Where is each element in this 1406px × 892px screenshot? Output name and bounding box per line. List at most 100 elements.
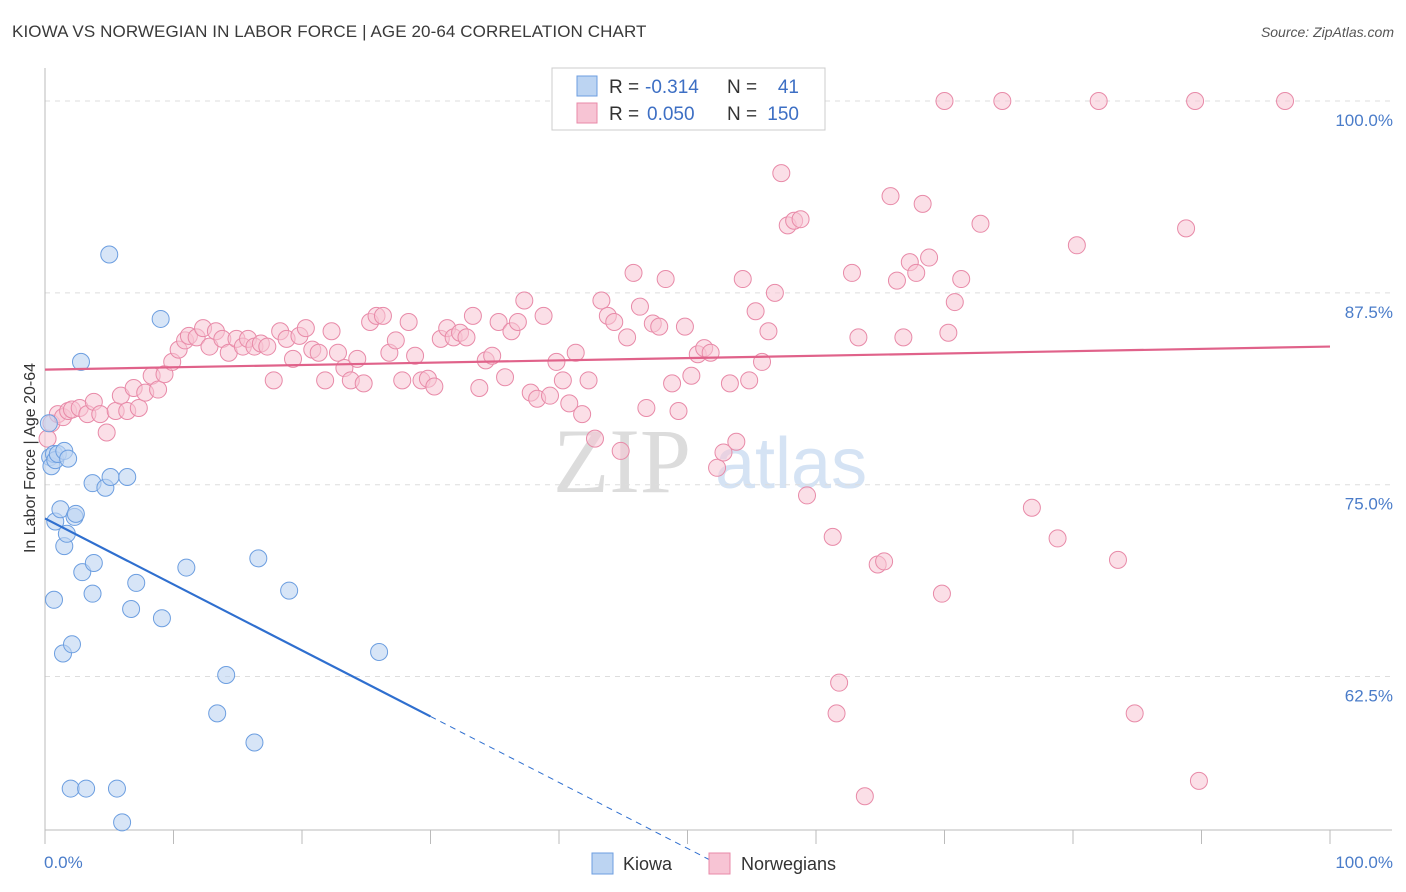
norwegians-point: [547, 352, 566, 371]
norwegians-point: [496, 368, 515, 387]
norwegians-point: [264, 371, 283, 390]
norwegians-point: [1186, 92, 1205, 111]
norwegians-point: [386, 331, 405, 350]
norwegians-point: [827, 704, 846, 723]
norwegians-point: [791, 210, 810, 229]
norwegians-point: [1048, 529, 1067, 548]
kiowa-point: [84, 553, 103, 572]
y-axis-title: In Labor Force | Age 20-64: [22, 363, 39, 553]
norwegians-point: [611, 441, 630, 460]
norwegians-point: [97, 423, 116, 442]
norwegians-point: [656, 270, 675, 289]
legend-norwegians-r-label: R =: [609, 104, 639, 125]
norwegians-point: [907, 263, 926, 282]
kiowa-trend-extension: [430, 715, 720, 866]
norwegians-point: [939, 323, 958, 342]
x-tick-label-right: 100.0%: [1335, 853, 1393, 872]
y-tick-label: 62.5%: [1345, 687, 1393, 706]
norwegians-point: [842, 263, 861, 282]
norwegians-point: [296, 319, 315, 338]
norwegians-point: [875, 552, 894, 571]
kiowa-point: [118, 468, 137, 487]
norwegians-point: [881, 187, 900, 206]
norwegians-point: [1089, 92, 1108, 111]
norwegians-point: [618, 328, 637, 347]
kiowa-point: [280, 581, 299, 600]
norwegians-point: [508, 313, 527, 332]
bottom-legend-norwegians: Norwegians: [741, 854, 836, 874]
norwegians-point: [399, 313, 418, 332]
bottom-legend-kiowa: Kiowa: [623, 854, 673, 874]
norwegians-point: [483, 346, 502, 365]
norwegians-point: [849, 328, 868, 347]
norwegians-point: [1177, 219, 1196, 238]
legend-kiowa-r-value: -0.314: [645, 77, 699, 98]
norwegians-point: [560, 394, 579, 413]
y-tick-label: 100.0%: [1335, 111, 1393, 130]
norwegians-point: [258, 337, 277, 356]
y-tick-label: 75.0%: [1345, 495, 1393, 514]
kiowa-point: [151, 309, 170, 328]
norwegians-point: [579, 371, 598, 390]
norwegians-point: [373, 306, 392, 325]
norwegians-point: [1108, 550, 1127, 569]
norwegians-point: [393, 371, 412, 390]
norwegians-point: [38, 429, 57, 448]
norwegians-point: [592, 291, 611, 310]
correlation-legend: R = -0.314 N = 41 R = 0.050 N = 150: [551, 67, 826, 131]
gridlines: [45, 100, 1392, 678]
norwegians-point: [457, 328, 476, 347]
kiowa-trend-line: [44, 517, 432, 718]
norwegians-point: [772, 164, 791, 183]
norwegians-point: [675, 317, 694, 336]
legend-kiowa-n-value: 41: [778, 77, 799, 98]
kiowa-point: [83, 584, 102, 603]
chart-title: KIOWA VS NORWEGIAN IN LABOR FORCE | AGE …: [12, 22, 647, 41]
kiowa-point: [100, 245, 119, 264]
kiowa-point: [127, 573, 146, 592]
kiowa-point: [177, 558, 196, 577]
legend-norwegians-r-value: 0.050: [647, 104, 695, 125]
norwegians-point: [553, 371, 572, 390]
norwegians-point: [515, 291, 534, 310]
norwegians-point: [425, 377, 444, 396]
norwegians-point: [733, 270, 752, 289]
norwegians-trend-line: [44, 345, 1331, 371]
series-legend: Kiowa Norwegians: [591, 852, 836, 875]
norwegians-point: [566, 343, 585, 362]
kiowa-points: [39, 245, 389, 832]
kiowa-point: [77, 779, 96, 798]
kiowa-point: [39, 414, 58, 433]
legend-kiowa-r-label: R =: [609, 77, 639, 98]
norwegians-point: [91, 405, 110, 424]
norwegians-point: [284, 349, 303, 368]
norwegians-point: [605, 313, 624, 332]
norwegians-point: [149, 380, 168, 399]
norwegians-point: [830, 673, 849, 692]
norwegians-point: [855, 787, 874, 806]
kiowa-point: [249, 549, 268, 568]
kiowa-point: [217, 665, 236, 684]
kiowa-point: [370, 642, 389, 661]
norwegians-point: [637, 398, 656, 417]
kiowa-point: [113, 813, 132, 832]
legend-swatch-norwegians: [576, 102, 598, 124]
norwegians-point: [663, 374, 682, 393]
norwegians-point: [129, 398, 148, 417]
norwegians-point: [406, 346, 425, 365]
trend-lines: [44, 345, 1331, 866]
kiowa-point: [122, 600, 141, 619]
bottom-legend-swatch-norwegians: [708, 852, 731, 875]
norwegians-point: [798, 486, 817, 505]
x-tick-label-left: 0.0%: [44, 853, 83, 872]
norwegians-point: [952, 270, 971, 289]
norwegians-point: [463, 306, 482, 325]
norwegians-point: [920, 248, 939, 267]
legend-swatch-kiowa: [576, 75, 598, 97]
norwegians-point: [708, 458, 727, 477]
y-tick-labels: 100.0% 87.5% 75.0% 62.5%: [1335, 111, 1393, 706]
kiowa-point: [152, 609, 171, 628]
norwegians-point: [585, 429, 604, 448]
norwegians-point: [650, 317, 669, 336]
